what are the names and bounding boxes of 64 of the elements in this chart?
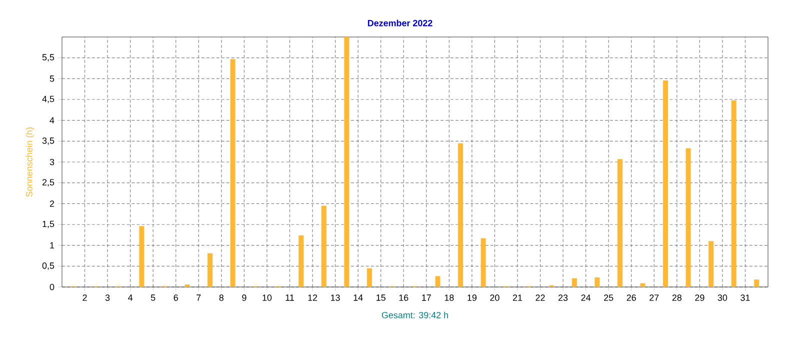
bar (594, 277, 600, 287)
x-tick-label: 15 (376, 294, 386, 301)
x-tick-label: 13 (330, 294, 340, 301)
x-tick-label: 23 (558, 294, 568, 301)
y-axis-title: Sonnenschein (h) (26, 127, 34, 197)
x-tick-label: 30 (718, 294, 728, 301)
x-tick-label: 7 (196, 294, 201, 301)
x-tick-label: 14 (354, 294, 363, 301)
x-tick-label: 20 (490, 294, 500, 301)
x-tick-label: 24 (581, 294, 591, 301)
x-tick-label: 26 (626, 294, 636, 301)
bar (435, 276, 440, 287)
bar (298, 235, 304, 287)
y-tick-label: 4,5 (42, 96, 54, 104)
x-tick-label: 2 (82, 294, 87, 301)
bar (139, 226, 144, 287)
x-tick-label: 19 (468, 294, 476, 301)
bar (208, 253, 213, 287)
x-tick-label: 22 (536, 294, 545, 301)
x-tick-label: 21 (512, 294, 522, 301)
bar (754, 280, 760, 287)
bar (617, 159, 622, 287)
y-tick-label: 2,5 (42, 179, 54, 187)
bar (366, 268, 372, 287)
x-tick-label: 27 (650, 294, 659, 301)
bar (572, 278, 577, 287)
bar (458, 143, 464, 287)
chart-title: Dezember 2022 (368, 20, 432, 26)
x-tick-label: 6 (174, 294, 178, 301)
y-tick-label: 3 (50, 158, 54, 166)
x-tick-label: 28 (672, 294, 682, 301)
bar (686, 148, 691, 287)
y-tick-label: 1 (50, 242, 54, 248)
x-tick-label: 18 (444, 294, 454, 301)
y-tick-label: 5 (50, 76, 54, 82)
y-tick-label: 5,5 (42, 54, 54, 62)
bar (708, 241, 714, 287)
x-tick-label: 11 (286, 294, 294, 301)
x-tick-label: 8 (219, 294, 224, 301)
x-tick-label: 16 (399, 294, 408, 301)
bar (321, 206, 326, 287)
bar (480, 238, 486, 287)
y-tick-label: 0 (50, 284, 54, 290)
y-tick-label: 0,5 (42, 262, 54, 270)
y-tick-label: 2 (50, 200, 54, 207)
bar (230, 59, 236, 287)
x-tick-label: 12 (308, 294, 318, 301)
x-tick-label: 17 (422, 294, 431, 301)
x-tick-label: 4 (128, 294, 133, 301)
x-tick-label: 5 (150, 294, 156, 301)
bar (344, 36, 350, 287)
text: Gesamt: 39:42 h (382, 312, 448, 318)
bar (731, 100, 736, 287)
y-tick-label: 1,5 (42, 220, 54, 228)
y-tick-label: 3,5 (42, 137, 54, 145)
x-tick-label: 3 (105, 294, 110, 301)
x-tick-label: 31 (740, 294, 750, 301)
x-tick-label: 29 (695, 294, 704, 301)
bar (640, 283, 646, 287)
bar (663, 80, 668, 287)
x-tick-label: 9 (242, 294, 246, 301)
y-tick-label: 4 (50, 117, 54, 124)
x-tick-label: 25 (604, 294, 614, 301)
x-tick-label: 10 (262, 294, 272, 301)
